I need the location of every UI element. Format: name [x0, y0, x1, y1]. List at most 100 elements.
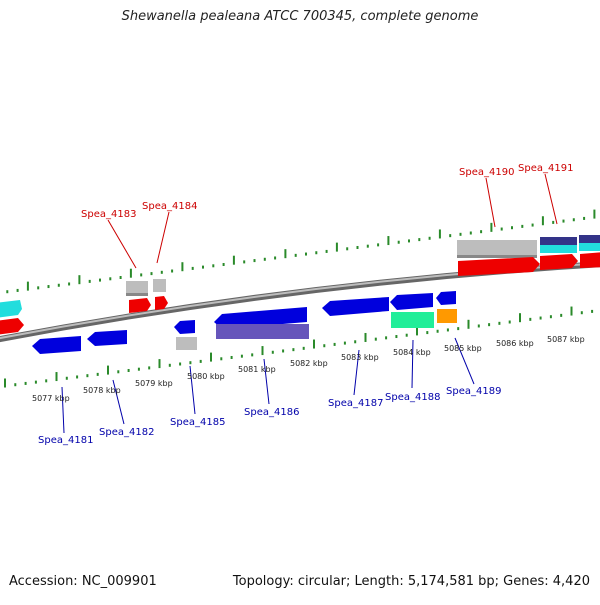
scale-tick-minor — [343, 341, 346, 345]
feature-green-4188[interactable] — [391, 312, 434, 328]
gene-label-4187[interactable]: Spea_4187 — [328, 398, 383, 409]
scale-tick-minor — [446, 328, 449, 332]
feature-cyan-4191[interactable] — [540, 245, 577, 253]
gene-label-4181[interactable]: Spea_4181 — [38, 435, 93, 446]
scale-tick-minor — [572, 218, 575, 222]
scale-tick-major — [313, 339, 315, 349]
leader-4190 — [485, 177, 496, 228]
feature-blue-4181[interactable] — [32, 336, 81, 354]
scale-label: 5083 kbp — [341, 353, 379, 362]
scale-tick-minor — [469, 231, 472, 235]
gene-label-4190[interactable]: Spea_4190 — [459, 167, 514, 178]
feature-gray-4184[interactable] — [153, 279, 166, 292]
feature-red-4191[interactable] — [540, 254, 578, 270]
scale-tick-minor — [96, 372, 99, 376]
feature-purple-4186[interactable] — [216, 324, 309, 339]
scale-label: 5082 kbp — [290, 359, 328, 368]
scale-tick-minor — [366, 244, 369, 248]
scale-tick-minor — [191, 266, 194, 270]
scale-tick-major — [232, 255, 235, 265]
scale-tick-minor — [498, 321, 501, 325]
feature-navy-4191[interactable] — [540, 237, 577, 246]
feature-red-4183[interactable] — [129, 298, 151, 313]
gene-label-4182[interactable]: Spea_4182 — [99, 427, 154, 438]
scale-tick-minor — [500, 227, 503, 231]
scale-tick-major — [284, 249, 287, 259]
gene-label-4191[interactable]: Spea_4191 — [518, 163, 573, 174]
scale-tick-major — [490, 222, 493, 232]
leader-4182 — [112, 379, 125, 425]
scale-tick-minor — [230, 355, 233, 359]
scale-tick-minor — [397, 240, 400, 244]
scale-tick-minor — [57, 283, 60, 287]
scale-tick-minor — [591, 309, 594, 313]
scale-tick-minor — [529, 317, 532, 321]
scale-tick-minor — [140, 273, 143, 277]
feature-red-4190[interactable] — [458, 257, 540, 276]
scale-tick-minor — [549, 315, 552, 319]
feature-gray-4185[interactable] — [176, 337, 197, 350]
scale-tick-major — [438, 229, 441, 239]
scale-tick-major — [593, 209, 596, 219]
scale-tick-minor — [47, 285, 50, 289]
gene-label-leaders — [61, 173, 558, 434]
scale-tick-minor — [168, 363, 171, 367]
scale-tick-minor — [271, 350, 274, 354]
scale-tick-minor — [137, 367, 140, 371]
feature-blue-4188[interactable] — [390, 293, 433, 310]
feature-blue-4185[interactable] — [174, 320, 195, 334]
scale-label: 5084 kbp — [393, 348, 431, 357]
feature-blue-4182[interactable] — [87, 330, 127, 346]
scale-label: 5079 kbp — [135, 379, 173, 388]
genome-summary-text: Topology: circular; Length: 5,174,581 bp… — [232, 574, 590, 589]
gene-label-4184[interactable]: Spea_4184 — [142, 201, 197, 212]
map-title: Shewanella pealeana ATCC 700345, complet… — [121, 9, 479, 24]
feature-cyan-right[interactable] — [579, 243, 600, 251]
feature-gray-4190[interactable] — [457, 240, 537, 256]
scale-label: 5077 kbp — [32, 394, 70, 403]
scale-labels: 5077 kbp 5078 kbp 5079 kbp 5080 kbp 5081… — [32, 335, 585, 403]
scale-tick-minor — [480, 230, 483, 234]
feature-cyan-left[interactable] — [0, 300, 22, 318]
scale-tick-major — [570, 306, 573, 316]
scale-tick-minor — [583, 216, 586, 220]
feature-blue-4187[interactable] — [322, 297, 389, 316]
scale-ticks-outer — [6, 209, 596, 294]
feature-navy-right[interactable] — [579, 235, 600, 244]
feature-gray-4183a[interactable] — [126, 281, 148, 294]
leader-4183 — [107, 219, 137, 269]
feature-orange-4189[interactable] — [437, 309, 457, 323]
leader-4188 — [411, 339, 414, 389]
scale-tick-minor — [253, 259, 256, 263]
scale-tick-major — [129, 268, 132, 278]
scale-tick-minor — [426, 331, 429, 335]
gene-label-4186[interactable]: Spea_4186 — [244, 407, 299, 418]
scale-tick-minor — [418, 238, 421, 242]
scale-tick-minor — [179, 362, 182, 366]
scale-label: 5081 kbp — [238, 365, 276, 374]
leader-4187 — [353, 349, 360, 396]
feature-red-left[interactable] — [0, 318, 24, 335]
scale-tick-minor — [385, 336, 388, 340]
scale-tick-minor — [86, 374, 89, 378]
feature-red-4184[interactable] — [155, 296, 168, 310]
leader-4184 — [156, 211, 170, 264]
feature-blue-4189[interactable] — [436, 291, 456, 305]
leader-4189 — [454, 337, 475, 385]
feature-red-right[interactable] — [580, 252, 600, 268]
gene-label-4188[interactable]: Spea_4188 — [385, 392, 440, 403]
scale-tick-minor — [354, 340, 357, 344]
scale-tick-minor — [449, 234, 452, 238]
scale-tick-major — [26, 281, 29, 291]
gene-label-4183[interactable]: Spea_4183 — [81, 209, 136, 220]
scale-tick-minor — [6, 290, 9, 294]
scale-tick-minor — [346, 247, 349, 251]
gene-label-4189[interactable]: Spea_4189 — [446, 386, 501, 397]
gene-label-4185[interactable]: Spea_4185 — [170, 417, 225, 428]
feature-blue-4186[interactable] — [214, 307, 307, 329]
scale-tick-minor — [251, 353, 254, 357]
scale-tick-minor — [199, 359, 202, 363]
feature-gray-4183a-shadow — [126, 293, 148, 296]
scale-label: 5080 kbp — [187, 372, 225, 381]
